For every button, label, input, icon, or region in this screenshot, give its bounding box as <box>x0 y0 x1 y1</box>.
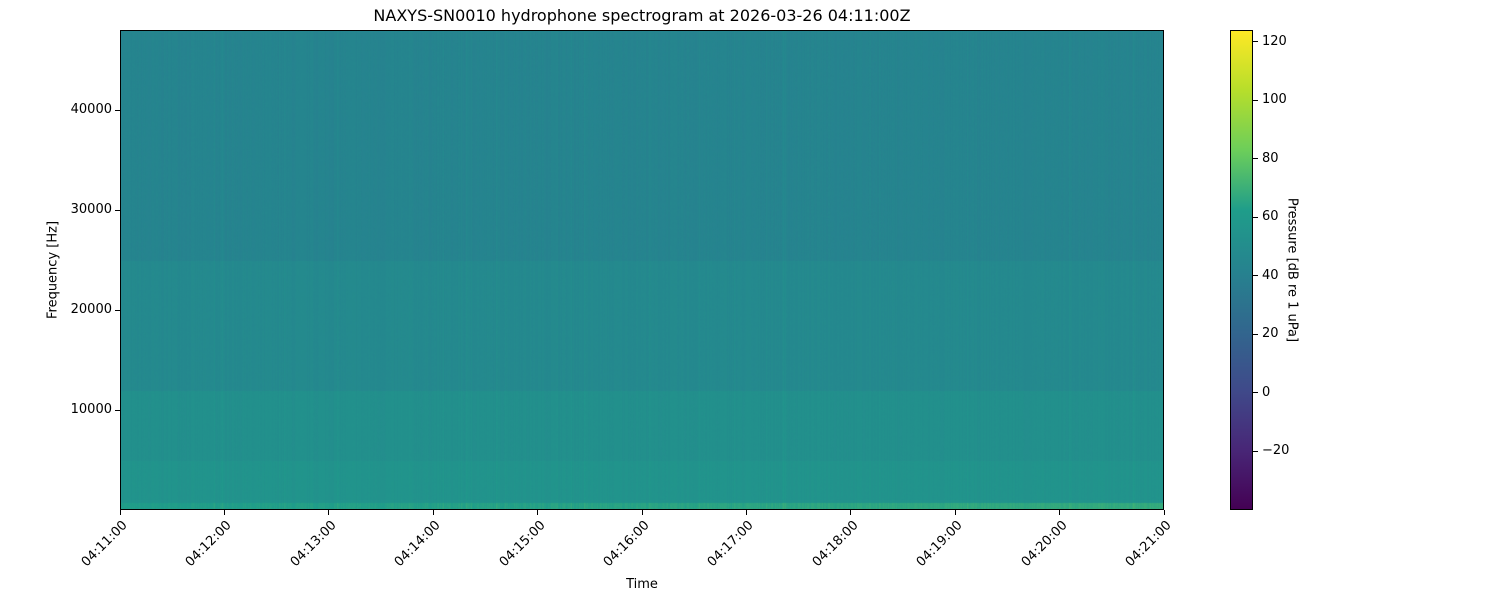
colorbar-tick <box>1253 41 1258 43</box>
colorbar-tick-label: 80 <box>1262 150 1279 166</box>
x-tick <box>537 510 539 515</box>
x-tick-label: 04:16:00 <box>600 518 653 570</box>
x-tick-label: 04:21:00 <box>1122 518 1175 570</box>
x-tick-label: 04:13:00 <box>287 518 340 570</box>
colorbar-tick-label: 60 <box>1262 209 1279 225</box>
x-tick <box>119 510 121 515</box>
y-tick <box>115 409 120 411</box>
x-tick <box>954 510 956 515</box>
x-tick <box>1059 510 1061 515</box>
colorbar-tick <box>1253 216 1258 218</box>
plot-frame <box>120 30 1164 510</box>
colorbar-tick-label: 100 <box>1262 92 1287 108</box>
x-tick-label: 04:11:00 <box>78 518 131 570</box>
colorbar-tick-label: −20 <box>1262 443 1290 459</box>
x-tick <box>641 510 643 515</box>
y-tick <box>115 209 120 211</box>
x-tick <box>223 510 225 515</box>
colorbar-tick <box>1253 275 1258 277</box>
spectrogram-heatmap <box>120 30 1164 510</box>
colorbar-label: Pressure [dB re 1 uPa] <box>1284 197 1300 343</box>
colorbar-tick-label: 0 <box>1262 384 1271 400</box>
x-tick <box>432 510 434 515</box>
y-tick-label: 10000 <box>70 402 112 417</box>
y-tick <box>115 309 120 311</box>
x-tick <box>850 510 852 515</box>
x-tick-label: 04:19:00 <box>913 518 966 570</box>
colorbar-tick <box>1253 99 1258 101</box>
y-tick-label: 20000 <box>70 302 112 317</box>
colorbar-tick-label: 20 <box>1262 326 1279 342</box>
y-tick-label: 40000 <box>70 102 112 117</box>
colorbar-tick-label: 120 <box>1262 33 1287 49</box>
x-tick-label: 04:14:00 <box>391 518 444 570</box>
colorbar <box>1230 30 1253 510</box>
colorbar-tick <box>1253 333 1258 335</box>
chart-title: NAXYS-SN0010 hydrophone spectrogram at 2… <box>373 6 911 25</box>
colorbar-tick <box>1253 450 1258 452</box>
x-axis-label: Time <box>626 577 658 592</box>
colorbar-tick <box>1253 392 1258 394</box>
colorbar-tick-label: 40 <box>1262 267 1279 283</box>
x-tick <box>1163 510 1165 515</box>
x-tick <box>328 510 330 515</box>
x-tick-label: 04:15:00 <box>496 518 549 570</box>
colorbar-tick <box>1253 158 1258 160</box>
y-tick-label: 30000 <box>70 202 112 217</box>
x-tick-label: 04:17:00 <box>705 518 757 570</box>
x-tick-label: 04:18:00 <box>809 518 862 570</box>
x-tick <box>745 510 747 515</box>
x-tick-label: 04:12:00 <box>183 518 235 570</box>
x-tick-label: 04:20:00 <box>1018 518 1071 570</box>
y-tick <box>115 109 120 111</box>
